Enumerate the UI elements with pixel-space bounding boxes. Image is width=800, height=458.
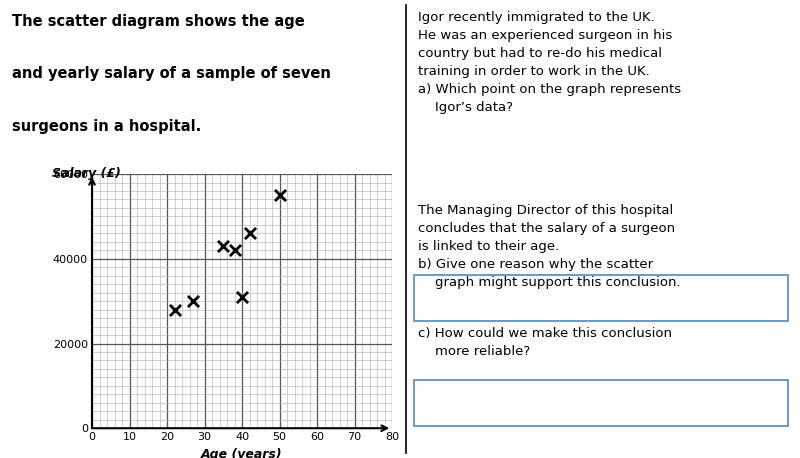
Point: [235, 293, 248, 300]
Point: [228, 246, 241, 254]
Text: c) How could we make this conclusion
    more reliable?: c) How could we make this conclusion mor…: [418, 327, 672, 359]
Text: The Managing Director of this hospital
concludes that the salary of a surgeon
is: The Managing Director of this hospital c…: [418, 204, 680, 289]
Point: [243, 229, 256, 237]
Point: [168, 306, 181, 313]
Point: [273, 191, 286, 199]
Text: and yearly salary of a sample of seven: and yearly salary of a sample of seven: [12, 66, 331, 82]
Text: surgeons in a hospital.: surgeons in a hospital.: [12, 119, 202, 134]
Point: [187, 298, 200, 305]
X-axis label: Age (years): Age (years): [201, 448, 283, 458]
Text: Salary (£): Salary (£): [52, 167, 121, 180]
Point: [217, 242, 230, 250]
Text: Igor recently immigrated to the UK.
He was an experienced surgeon in his
country: Igor recently immigrated to the UK. He w…: [418, 11, 681, 114]
Text: The scatter diagram shows the age: The scatter diagram shows the age: [12, 14, 305, 29]
